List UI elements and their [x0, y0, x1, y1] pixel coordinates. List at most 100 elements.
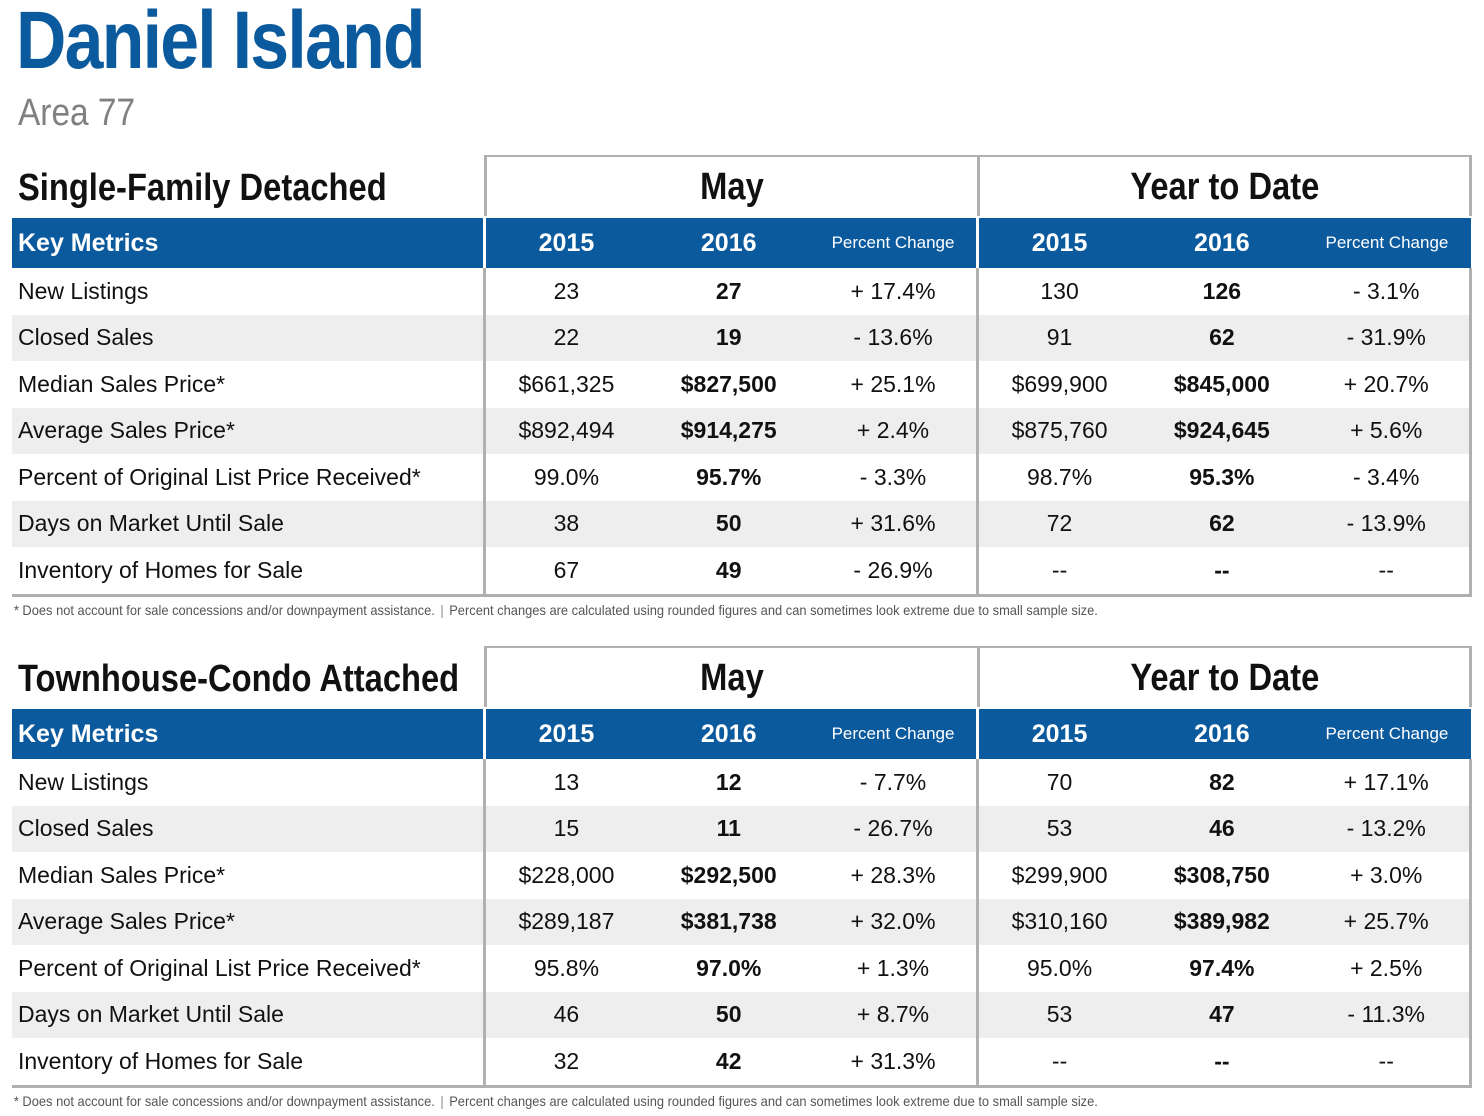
table-row: Days on Market Until Sale 38 50 + 31.6% …: [12, 500, 1473, 547]
metric-label: Inventory of Homes for Sale: [12, 547, 485, 597]
may-percent-change: + 31.3%: [810, 1038, 978, 1088]
column-header-key-metrics: Key Metrics: [12, 709, 485, 759]
ytd-2016-value: $924,645: [1140, 407, 1304, 454]
ytd-percent-change: + 25.7%: [1303, 898, 1473, 945]
ytd-2016-value: $389,982: [1140, 898, 1304, 945]
may-percent-change: + 25.1%: [850, 370, 936, 397]
may-2015-value: 15: [482, 805, 648, 852]
table-row: Inventory of Homes for Sale 32 42 + 31.3…: [12, 1038, 1473, 1088]
ytd-2015-value: --: [975, 1038, 1141, 1088]
may-2016-value: $292,500: [680, 861, 777, 888]
ytd-percent-change: - 3.1%: [1303, 268, 1473, 315]
may-percent-change: - 3.3%: [859, 463, 927, 490]
period-header-month: May: [484, 646, 977, 707]
ytd-2016-value: $308,750: [1173, 861, 1270, 888]
may-2016-value: 27: [715, 277, 742, 304]
footnote-left: * Does not account for sale concessions …: [13, 1092, 435, 1109]
ytd-2016-value: 62: [1140, 500, 1304, 547]
may-percent-change: - 26.9%: [810, 547, 978, 597]
ytd-2016-value: 97.4%: [1189, 954, 1255, 981]
column-header-may-2016: 2016: [647, 218, 811, 268]
ytd-percent-change: + 2.5%: [1303, 945, 1473, 992]
table-row: Percent of Original List Price Received*…: [12, 454, 1473, 501]
section-title: Single-Family Detached: [18, 167, 387, 209]
table-row: Median Sales Price* $661,325 $827,500 + …: [12, 361, 1473, 408]
column-header-ytd-2016: 2016: [1140, 218, 1304, 268]
may-2015-value: 99.0%: [482, 454, 648, 501]
ytd-2015-value: 53: [975, 805, 1141, 852]
may-percent-change: + 8.7%: [810, 991, 978, 1038]
may-2015-value: $661,325: [482, 361, 648, 408]
ytd-percent-change: + 20.7%: [1303, 361, 1473, 408]
may-2015-value: $289,187: [482, 898, 648, 945]
may-percent-change: + 32.0%: [810, 898, 978, 945]
may-2016-value: $914,275: [647, 407, 811, 454]
metric-label: Average Sales Price*: [12, 407, 485, 454]
may-2015-value: $892,494: [482, 407, 648, 454]
metric-label: Percent of Original List Price Received*: [18, 954, 421, 981]
ytd-2015-value: $875,760: [975, 407, 1141, 454]
table-row: New Listings 23 27 + 17.4% 130 126 - 3.1…: [12, 268, 1473, 315]
may-percent-change: + 17.4%: [850, 277, 936, 304]
may-2016-value: $381,738: [647, 898, 811, 945]
ytd-percent-change: + 5.6%: [1303, 407, 1473, 454]
may-percent-change: + 28.3%: [850, 861, 936, 888]
may-2015-value: 95.8%: [482, 945, 648, 992]
metric-label: New Listings: [18, 277, 149, 304]
ytd-2015-value: 98.7%: [975, 454, 1141, 501]
table-row: Closed Sales 22 19 - 13.6% 91 62 - 31.9%: [12, 314, 1473, 361]
column-header-may-percent-change: Percent Change: [810, 218, 978, 268]
metric-label: Days on Market Until Sale: [12, 991, 485, 1038]
ytd-percent-change: - 13.2%: [1303, 805, 1473, 852]
footnote-right: Percent changes are calculated using rou…: [449, 601, 1098, 618]
may-2016-value: 95.7%: [696, 463, 762, 490]
may-percent-change: + 31.6%: [810, 500, 978, 547]
ytd-2016-value: 46: [1140, 805, 1304, 852]
metric-label: Inventory of Homes for Sale: [12, 1038, 485, 1088]
ytd-percent-change: - 31.9%: [1303, 314, 1473, 361]
ytd-2016-value: --: [1140, 547, 1304, 597]
may-2015-value: 46: [482, 991, 648, 1038]
metric-label: Closed Sales: [12, 314, 485, 361]
ytd-2015-value: --: [975, 547, 1141, 597]
ytd-2016-value: 126: [1202, 277, 1242, 304]
ytd-percent-change: --: [1303, 547, 1473, 597]
footnote-separator: |: [440, 1092, 444, 1109]
may-2016-value: 50: [647, 500, 811, 547]
may-percent-change: - 13.6%: [810, 314, 978, 361]
column-header-may-percent-change: Percent Change: [810, 709, 978, 759]
table-header-row: Key Metrics 2015 2016 Percent Change 201…: [12, 218, 1471, 268]
ytd-2015-value: 95.0%: [975, 945, 1141, 992]
metric-label: Median Sales Price*: [18, 370, 226, 397]
ytd-percent-change: - 11.3%: [1303, 991, 1473, 1038]
table-row: New Listings 13 12 - 7.7% 70 82 + 17.1%: [12, 759, 1473, 806]
may-2016-value: $827,500: [680, 370, 777, 397]
period-month-label: May: [700, 166, 764, 208]
may-2015-value: 67: [482, 547, 648, 597]
ytd-2016-value: 95.3%: [1189, 463, 1255, 490]
ytd-2015-value: 130: [975, 268, 1141, 315]
footnote-separator: |: [440, 601, 444, 618]
metric-label: Percent of Original List Price Received*: [18, 463, 421, 490]
may-2015-value: 38: [482, 500, 648, 547]
page-subtitle: Area 77: [18, 92, 136, 134]
ytd-percent-change: --: [1303, 1038, 1473, 1088]
table-row: Inventory of Homes for Sale 67 49 - 26.9…: [12, 547, 1473, 597]
column-header-may-2015: 2015: [482, 218, 648, 268]
page-title: Daniel Island: [16, 0, 426, 86]
table-row: Days on Market Until Sale 46 50 + 8.7% 5…: [12, 991, 1473, 1038]
ytd-percent-change: - 13.9%: [1303, 500, 1473, 547]
may-2016-value: 42: [647, 1038, 811, 1088]
footnote: * Does not account for sale concessions …: [12, 602, 1355, 618]
ytd-percent-change: + 17.1%: [1303, 759, 1473, 806]
ytd-2015-value: $699,900: [975, 361, 1141, 408]
ytd-2016-value: 62: [1140, 314, 1304, 361]
footnote: * Does not account for sale concessions …: [12, 1093, 1355, 1109]
metric-label: Closed Sales: [12, 805, 485, 852]
period-header-ytd: Year to Date: [977, 646, 1472, 707]
ytd-2016-value: 82: [1209, 768, 1235, 795]
may-2015-value: 22: [482, 314, 648, 361]
period-header-month: May: [484, 155, 977, 216]
ytd-2015-value: 53: [975, 991, 1141, 1038]
metric-label: Median Sales Price*: [18, 861, 226, 888]
